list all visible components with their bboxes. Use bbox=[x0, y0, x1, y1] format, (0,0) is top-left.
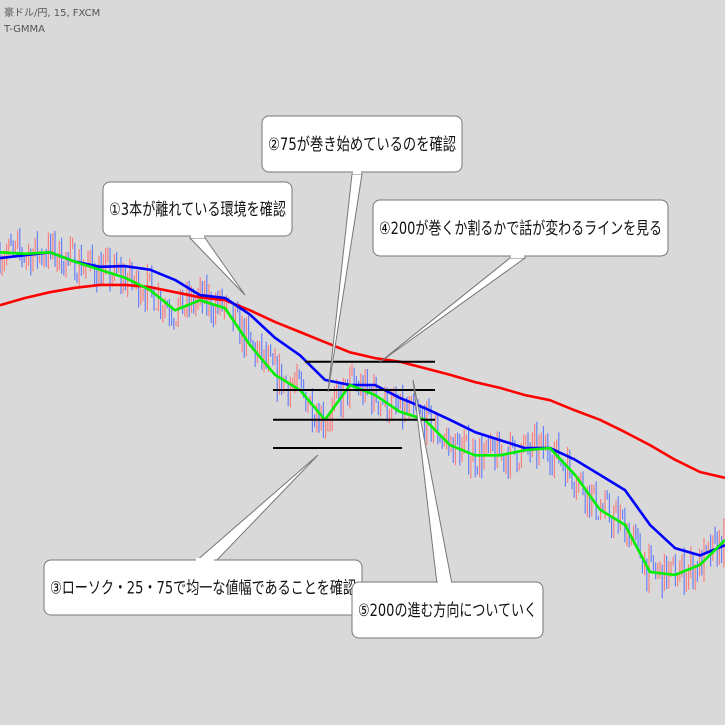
callout-pointer bbox=[193, 454, 319, 563]
chart-header: 豪ドル/円, 15, FXCM T-GMMA bbox=[4, 6, 100, 38]
callout-text: ③ローソク・25・75で均一な値幅であることを確認 bbox=[50, 579, 356, 599]
callout-3: ③ローソク・25・75で均一な値幅であることを確認 bbox=[43, 454, 363, 616]
callout-2: ②75が巻き始めているのを確認 bbox=[261, 115, 463, 393]
callouts: ①3本が離れている環境を確認 ②75が巻き始めているのを確認 ③ローソク・25・75… bbox=[43, 115, 669, 639]
callout-pointer bbox=[188, 237, 246, 296]
callout-text: ⑤200の進む方向についていく bbox=[358, 601, 537, 621]
moving-averages bbox=[0, 251, 725, 577]
callout-text: ①3本が離れている環境を確認 bbox=[109, 200, 286, 220]
callout-text: ④200が巻くか割るかで話が変わるラインを見る bbox=[379, 219, 662, 239]
ma-line-2 bbox=[0, 251, 725, 577]
callout-text: ②75が巻き始めているのを確認 bbox=[268, 135, 456, 155]
callout-pointer bbox=[327, 173, 363, 393]
ma-line-0 bbox=[0, 283, 725, 480]
callout-5: ⑤200の進む方向についていく bbox=[351, 379, 544, 639]
callout-box bbox=[261, 115, 463, 173]
indicator-label: T-GMMA bbox=[4, 24, 46, 35]
callout-pointer bbox=[379, 257, 527, 363]
ma-line-1 bbox=[0, 251, 725, 557]
callout-4: ④200が巻くか割るかで話が変わるラインを見る bbox=[372, 199, 669, 363]
callout-1: ①3本が離れている環境を確認 bbox=[102, 181, 293, 296]
horizontal-levels bbox=[273, 360, 435, 450]
symbol-label: 豪ドル/円, 15, FXCM bbox=[4, 8, 101, 19]
